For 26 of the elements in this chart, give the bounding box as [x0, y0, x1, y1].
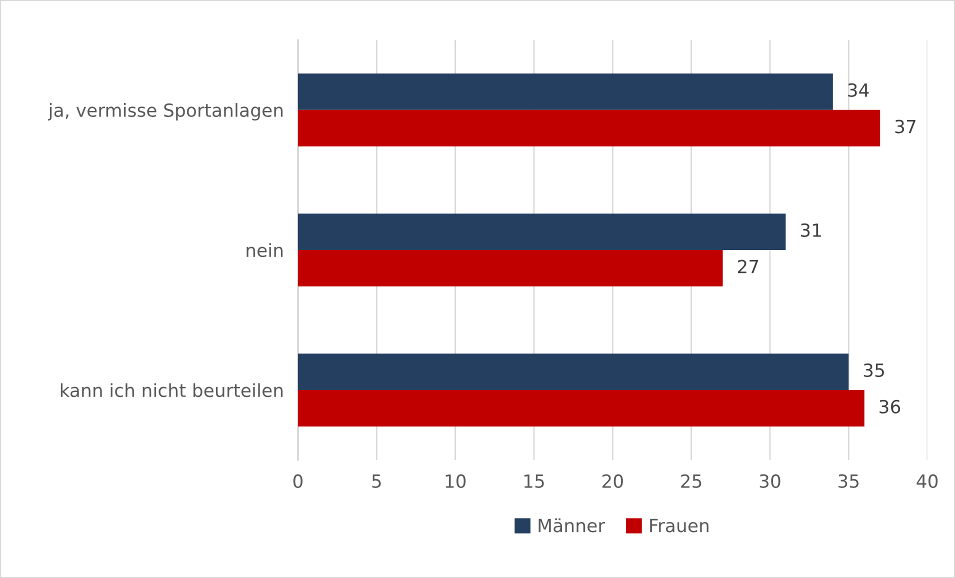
x-tick-label: 40 [916, 474, 938, 488]
x-tick-label: 30 [760, 474, 780, 488]
x-tick-label: 0 [293, 474, 303, 488]
x-tick-label: 15 [524, 474, 544, 488]
bar [298, 110, 880, 146]
x-tick-label: 35 [838, 474, 859, 488]
bar [298, 74, 833, 110]
x-tick-label: 25 [681, 474, 702, 488]
x-tick-label: 10 [446, 474, 466, 488]
data-label: 31 [800, 223, 821, 238]
y-tick-label: ja, vermisse Sportanlagen [48, 103, 283, 121]
y-tick-label: kann ich nicht beurteilen [60, 383, 283, 398]
y-tick-label: nein [246, 243, 283, 258]
bar [298, 250, 723, 286]
data-label: 36 [880, 400, 900, 414]
bar [298, 390, 864, 426]
data-label: 35 [864, 363, 884, 378]
data-label: 27 [738, 260, 758, 274]
x-tick-label: 20 [602, 474, 623, 488]
bar [298, 214, 786, 250]
data-label: 34 [848, 83, 869, 97]
legend-label: Männer [538, 518, 606, 532]
bar [298, 354, 849, 390]
data-label: 37 [895, 120, 916, 134]
x-tick-label: 5 [372, 474, 381, 488]
legend-label: Frauen [650, 518, 708, 532]
